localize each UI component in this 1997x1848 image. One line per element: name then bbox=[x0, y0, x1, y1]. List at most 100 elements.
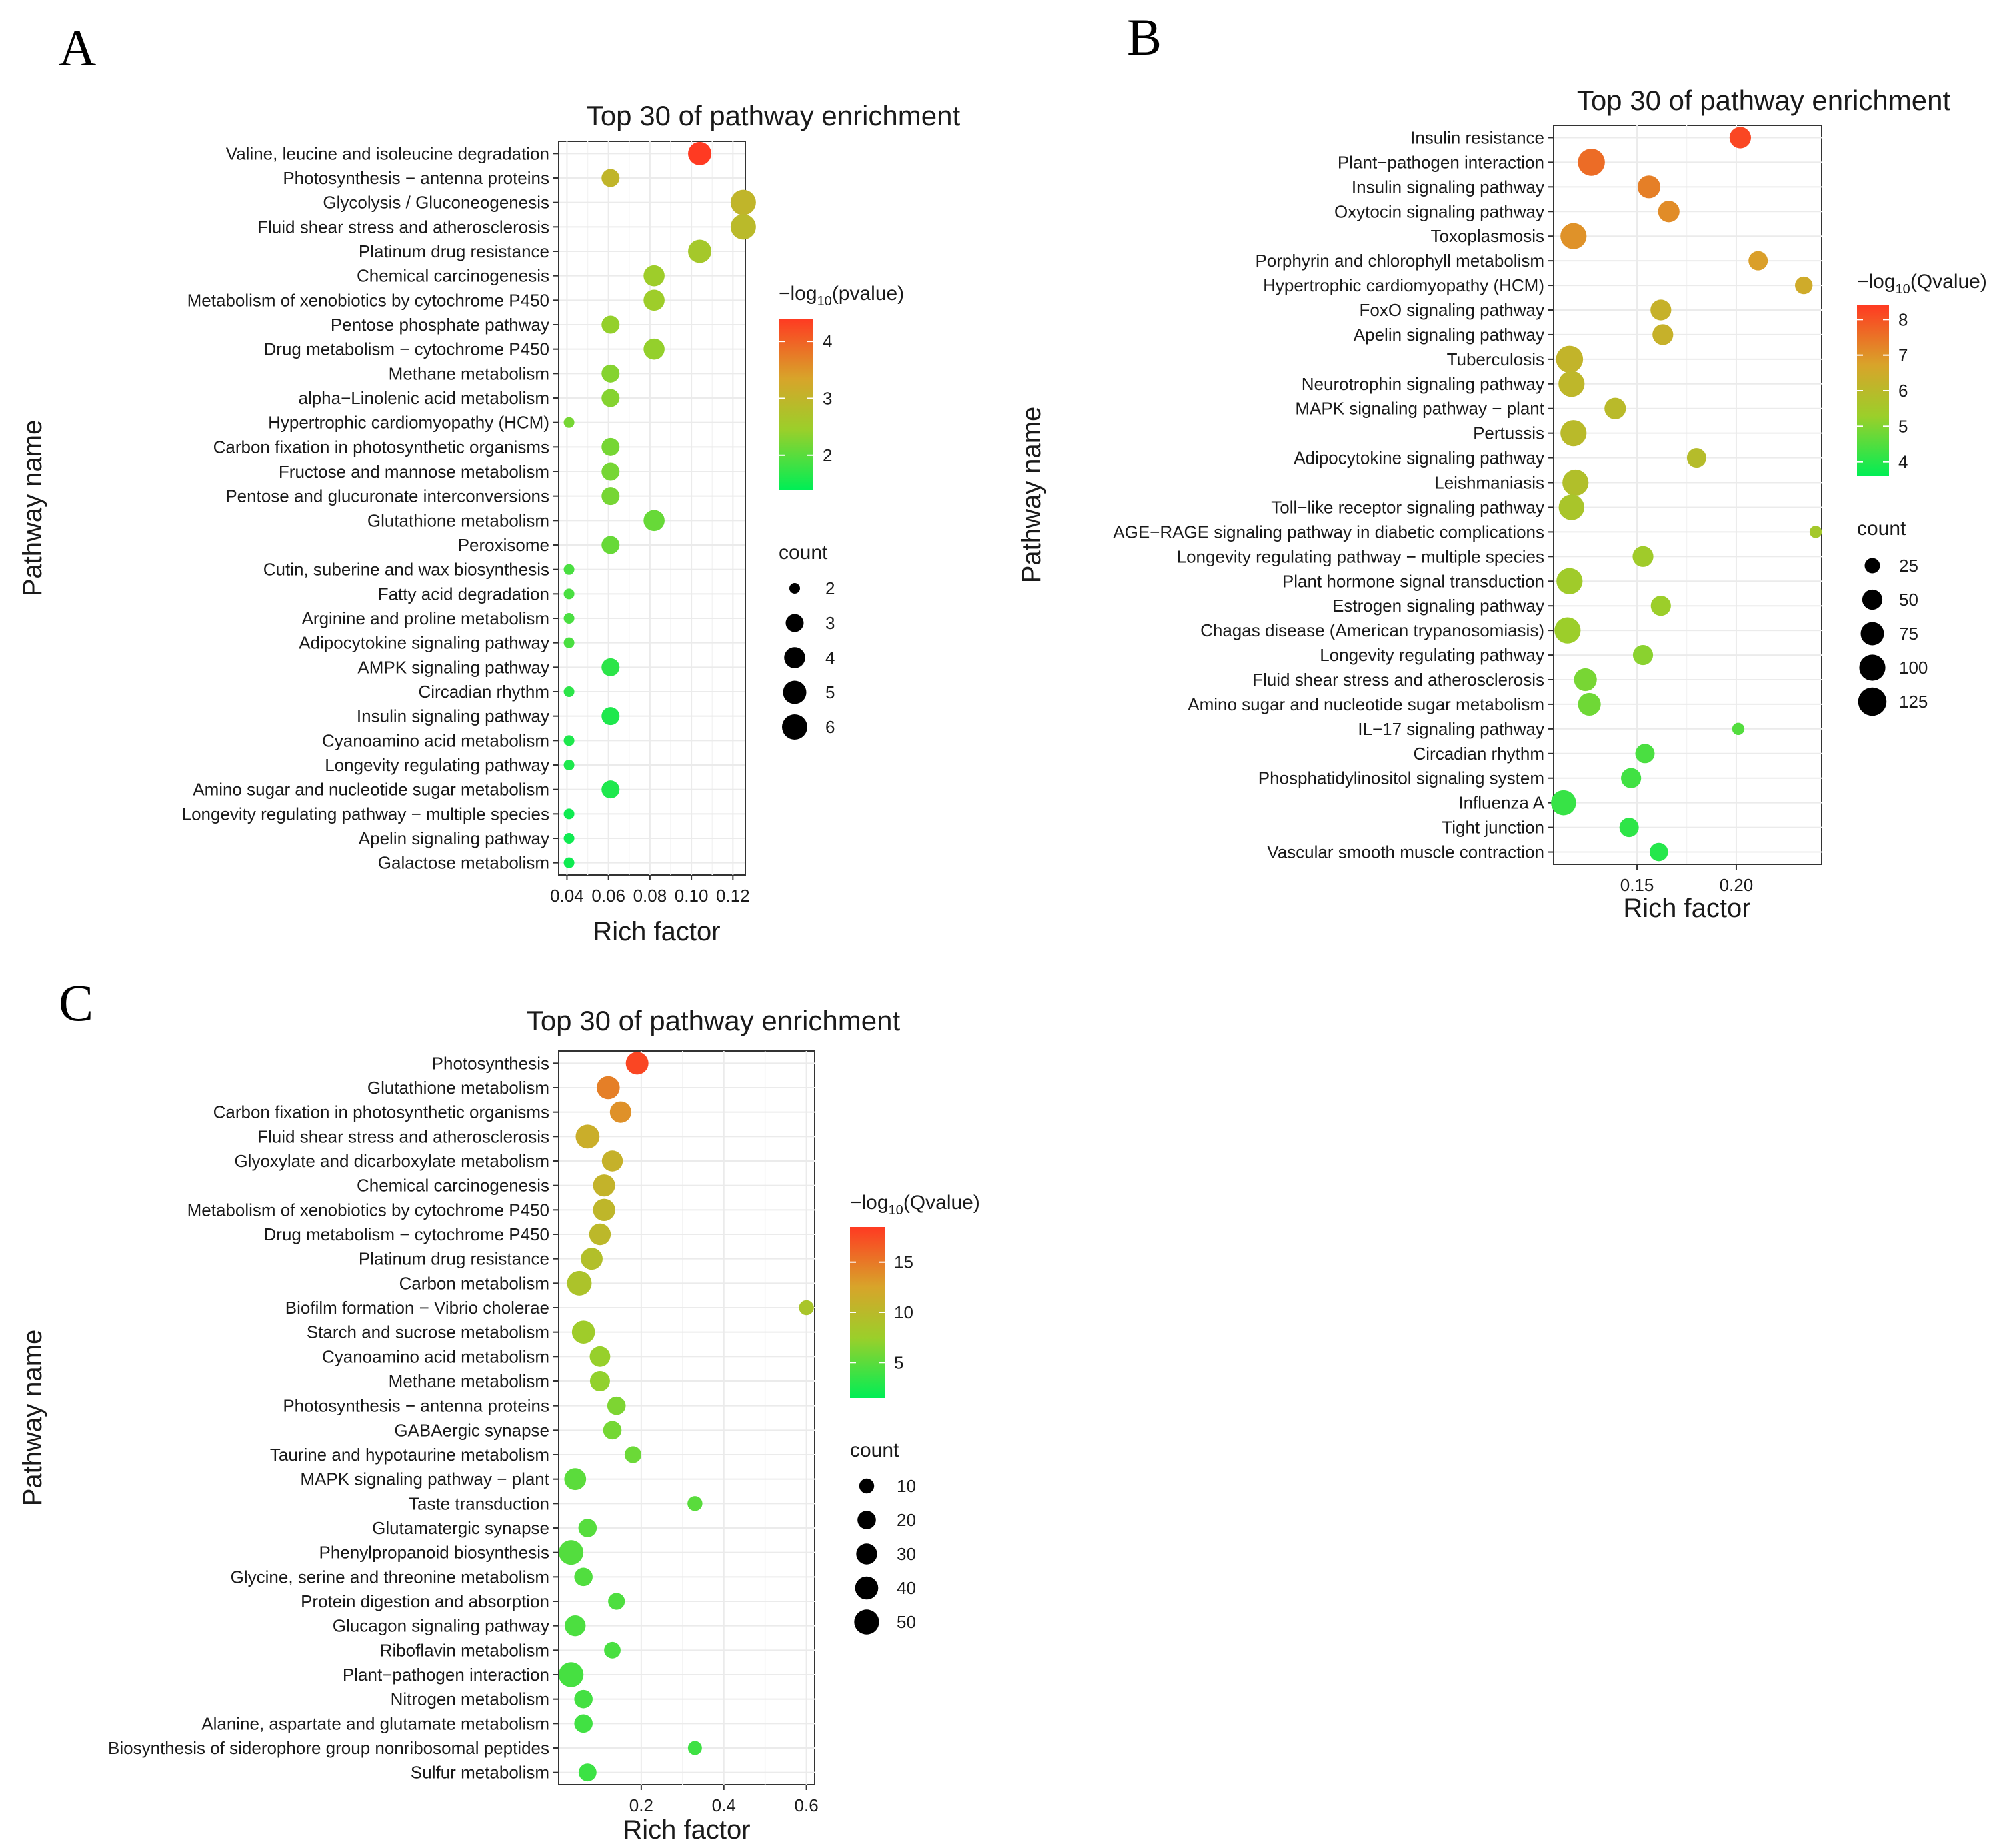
color-bar-label: 3 bbox=[823, 388, 832, 408]
data-point bbox=[601, 707, 620, 726]
category-label: Apelin signaling pathway bbox=[1354, 325, 1544, 345]
x-tick-label: 0.06 bbox=[591, 886, 625, 906]
color-bar-label: 4 bbox=[1898, 452, 1908, 472]
size-legend-label: 3 bbox=[825, 613, 835, 633]
data-point bbox=[563, 613, 575, 624]
data-point bbox=[624, 1446, 642, 1463]
size-legend-dot bbox=[857, 1511, 876, 1529]
category-label: Taurine and hypotaurine metabolism bbox=[270, 1445, 549, 1465]
color-bar-label: 7 bbox=[1898, 345, 1908, 365]
category-label: Phosphatidylinositol signaling system bbox=[1258, 768, 1544, 788]
color-bar-label: 2 bbox=[823, 445, 832, 466]
data-point bbox=[1809, 526, 1822, 538]
category-label: MAPK signaling pathway − plant bbox=[300, 1469, 549, 1489]
color-bar-label: 5 bbox=[1898, 416, 1908, 436]
data-point bbox=[688, 239, 712, 263]
data-point bbox=[563, 808, 575, 820]
x-tick-label: 0.10 bbox=[675, 886, 709, 906]
category-label: Platinum drug resistance bbox=[359, 1249, 549, 1269]
category-label: Glyoxylate and dicarboxylate metabolism bbox=[234, 1151, 549, 1171]
data-point bbox=[563, 588, 575, 600]
data-point bbox=[607, 1396, 626, 1415]
panel-label-a: A bbox=[59, 19, 96, 77]
category-label: Drug metabolism − cytochrome P450 bbox=[264, 1224, 549, 1244]
data-point bbox=[608, 1593, 625, 1610]
data-point bbox=[1578, 149, 1605, 176]
category-label: Sulfur metabolism bbox=[411, 1763, 549, 1783]
size-legend-dot bbox=[785, 614, 804, 632]
category-label: Amino sugar and nucleotide sugar metabol… bbox=[193, 780, 549, 800]
chart-c: Photosynthesis Glutathione metabolism Carb… bbox=[18, 1005, 980, 1845]
category-label: Galactose metabolism bbox=[378, 853, 549, 873]
category-label: Chagas disease (American trypanosomiasis… bbox=[1200, 620, 1544, 640]
size-legend-dot bbox=[1860, 622, 1884, 646]
data-point bbox=[593, 1198, 615, 1222]
data-point bbox=[563, 760, 575, 770]
data-point bbox=[799, 1300, 814, 1316]
category-label: Adipocytokine signaling pathway bbox=[1294, 448, 1544, 468]
data-point bbox=[1635, 744, 1655, 764]
category-label: Biofilm formation − Vibrio cholerae bbox=[285, 1298, 549, 1318]
data-point bbox=[730, 189, 756, 215]
color-bar bbox=[779, 319, 813, 490]
data-point bbox=[1604, 397, 1626, 419]
category-label: AMPK signaling pathway bbox=[357, 657, 549, 677]
data-point bbox=[597, 1076, 620, 1100]
plot-area bbox=[558, 1050, 815, 1785]
data-point bbox=[1632, 644, 1654, 666]
data-point bbox=[578, 1763, 597, 1782]
data-point bbox=[1686, 448, 1706, 468]
category-label: Fluid shear stress and atherosclerosis bbox=[257, 217, 549, 237]
category-label: Longevity regulating pathway − multiple … bbox=[182, 804, 549, 824]
category-label: Arginine and proline metabolism bbox=[302, 608, 549, 628]
color-legend-title: −log10(pvalue) bbox=[779, 283, 904, 309]
data-point bbox=[609, 1101, 632, 1123]
category-label: Biosynthesis of siderophore group nonrib… bbox=[108, 1738, 549, 1758]
category-label: Glycine, serine and threonine metabolism bbox=[231, 1567, 549, 1587]
category-label: Metabolism of xenobiotics by cytochrome … bbox=[187, 290, 549, 310]
data-point bbox=[1658, 201, 1680, 223]
category-label: Hypertrophic cardiomyopathy (HCM) bbox=[1263, 275, 1544, 295]
panel-label-c: C bbox=[59, 974, 93, 1032]
category-label: Protein digestion and absorption bbox=[301, 1591, 549, 1611]
data-point bbox=[643, 289, 665, 311]
data-point bbox=[563, 735, 575, 746]
data-point bbox=[1795, 276, 1813, 295]
size-legend-label: 40 bbox=[897, 1578, 916, 1598]
category-label: Fructose and mannose metabolism bbox=[279, 461, 549, 482]
x-tick-label: 0.04 bbox=[550, 886, 584, 906]
x-tick-label: 0.2 bbox=[629, 1795, 653, 1815]
y-axis-title: Pathway name bbox=[1017, 407, 1046, 584]
data-point bbox=[1556, 568, 1583, 594]
size-legend-label: 4 bbox=[825, 648, 835, 668]
category-label: Insulin signaling pathway bbox=[1352, 177, 1544, 197]
category-label: AGE−RAGE signaling pathway in diabetic c… bbox=[1113, 522, 1544, 542]
size-legend-label: 10 bbox=[897, 1476, 916, 1496]
data-point bbox=[578, 1519, 597, 1537]
data-point bbox=[563, 417, 575, 428]
size-legend-dot bbox=[784, 647, 805, 668]
data-point bbox=[564, 1468, 587, 1491]
category-label: Fluid shear stress and atherosclerosis bbox=[257, 1126, 549, 1146]
category-label: Amino sugar and nucleotide sugar metabol… bbox=[1188, 694, 1544, 714]
size-legend-dot bbox=[855, 1576, 879, 1600]
data-point bbox=[601, 437, 620, 456]
data-point bbox=[687, 1496, 703, 1511]
data-point bbox=[601, 169, 620, 187]
category-label: Longevity regulating pathway bbox=[325, 755, 549, 775]
data-point bbox=[601, 315, 620, 334]
category-label: Apelin signaling pathway bbox=[359, 828, 549, 848]
category-label: Carbon fixation in photosynthetic organi… bbox=[213, 1102, 549, 1122]
category-label: Insulin resistance bbox=[1410, 127, 1544, 147]
category-label: Photosynthesis − antenna proteins bbox=[283, 1396, 549, 1416]
category-label: Fatty acid degradation bbox=[378, 584, 549, 604]
data-point bbox=[1650, 299, 1672, 321]
category-label: Glutamatergic synapse bbox=[372, 1518, 549, 1538]
size-legend-label: 30 bbox=[897, 1544, 916, 1564]
data-point bbox=[574, 1567, 593, 1587]
data-point bbox=[604, 1641, 621, 1659]
category-label: Adipocytokine signaling pathway bbox=[299, 633, 549, 653]
size-legend-label: 20 bbox=[897, 1510, 916, 1530]
size-legend-label: 75 bbox=[1899, 624, 1918, 644]
size-legend-dot bbox=[1859, 654, 1886, 681]
